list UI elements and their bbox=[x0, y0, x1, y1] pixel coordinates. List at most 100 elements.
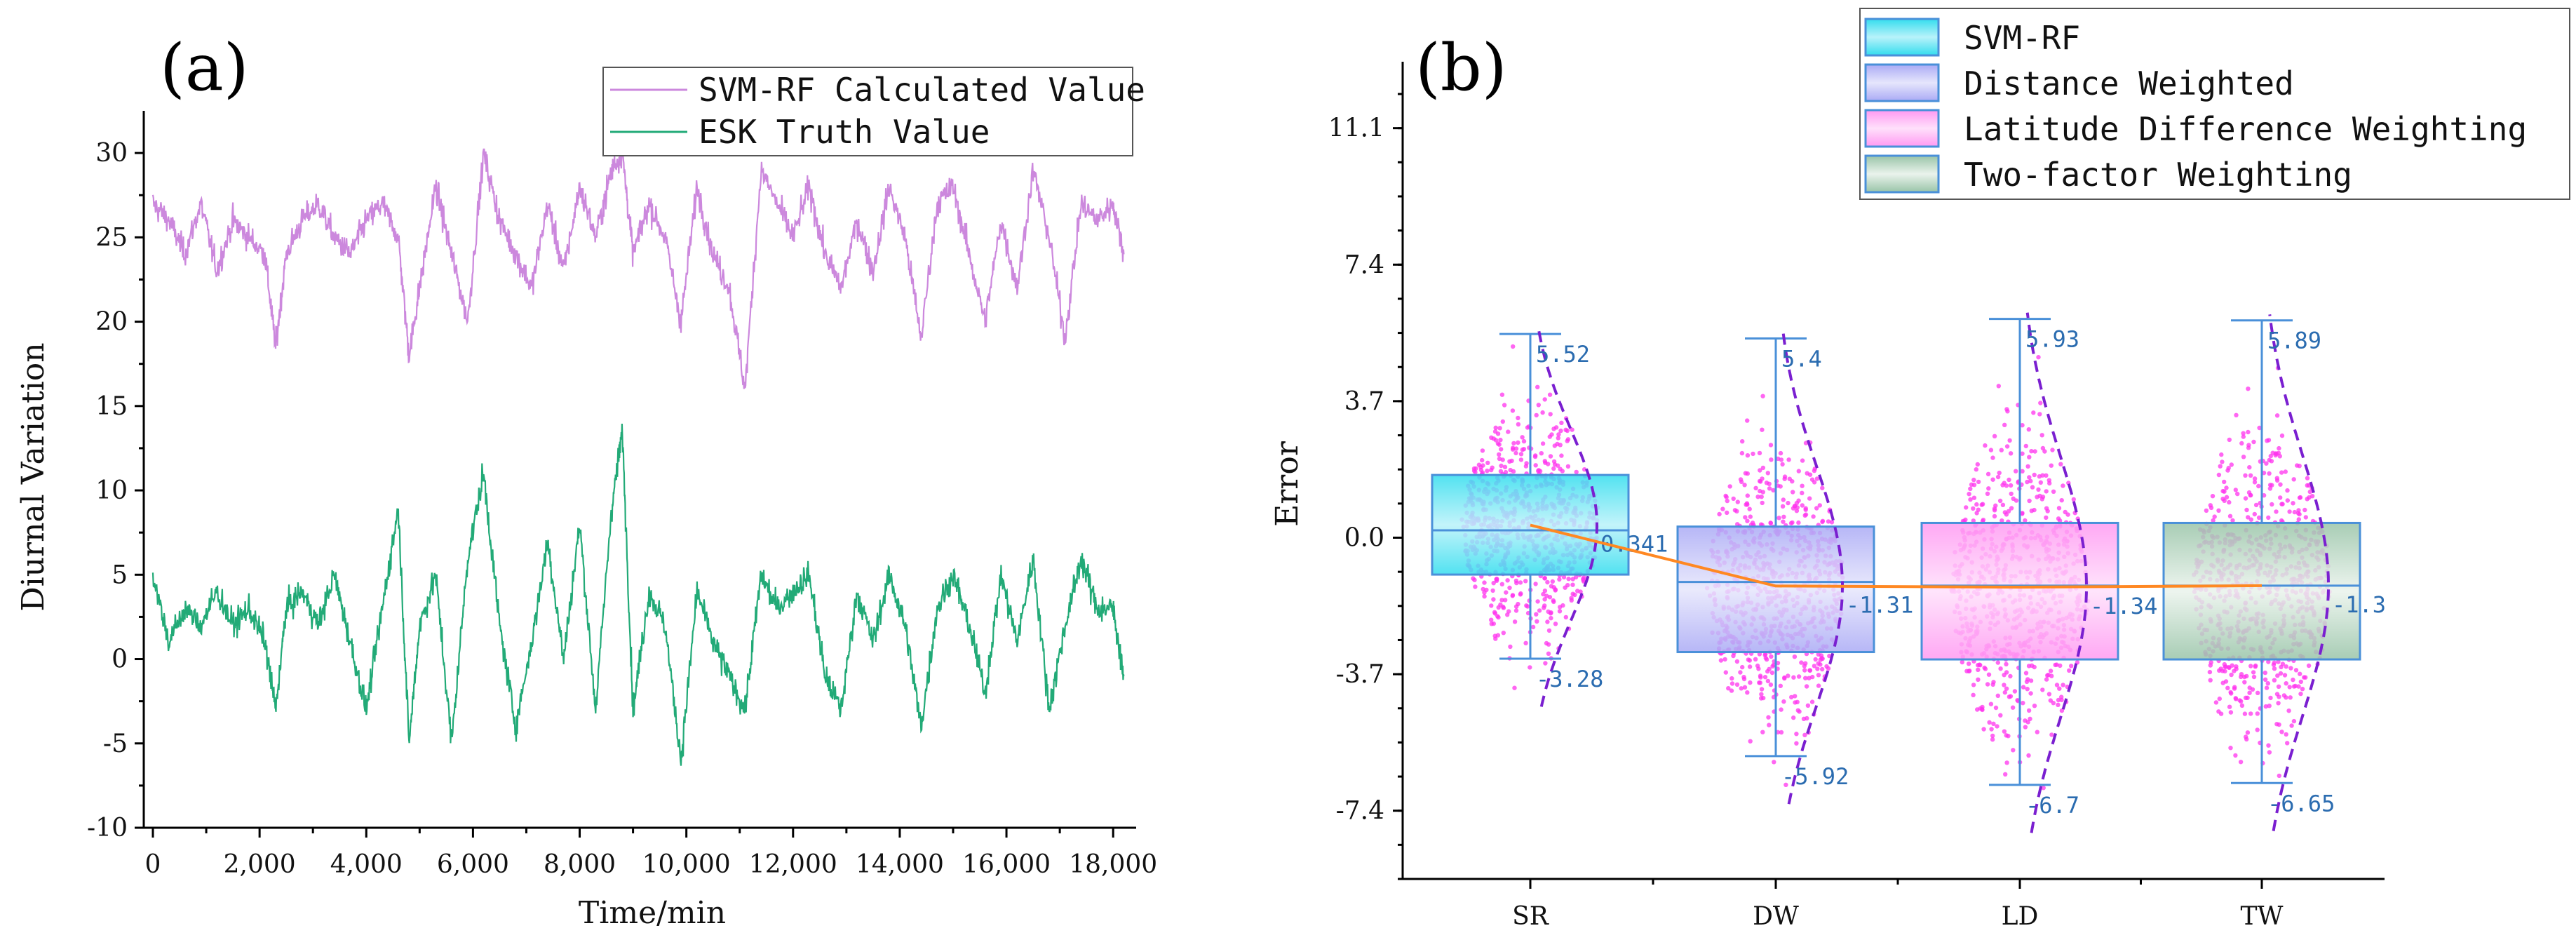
jitter-point bbox=[1501, 631, 1506, 636]
jitter-point bbox=[1521, 438, 1527, 444]
jitter-point bbox=[2023, 725, 2028, 730]
jitter-point bbox=[2255, 690, 2260, 695]
jitter-point bbox=[2051, 489, 2056, 494]
label-whisker-high-tw: 5.89 bbox=[2267, 328, 2321, 354]
jitter-point bbox=[1557, 577, 1562, 582]
jitter-point bbox=[1989, 727, 1994, 732]
jitter-point bbox=[1495, 633, 1501, 638]
jitter-point bbox=[2037, 474, 2042, 479]
jitter-point bbox=[2298, 671, 2302, 676]
jitter-point bbox=[1767, 666, 1772, 671]
jitter-point bbox=[2057, 686, 2062, 691]
jitter-point bbox=[1497, 442, 1502, 447]
jitter-point bbox=[1772, 760, 1776, 765]
jitter-point bbox=[1816, 683, 1821, 688]
jitter-point bbox=[1829, 520, 1835, 525]
jitter-point bbox=[2279, 730, 2284, 734]
jitter-point bbox=[1800, 503, 1805, 508]
jitter-point bbox=[2216, 709, 2221, 714]
label-whisker-high-dw: 5.4 bbox=[1781, 345, 1822, 372]
jitter-point bbox=[2028, 478, 2033, 483]
jitter-point bbox=[1723, 670, 1728, 675]
jitter-point bbox=[1971, 506, 1976, 511]
jitter-point bbox=[2042, 449, 2047, 454]
jitter-point bbox=[2035, 730, 2039, 734]
jitter-point bbox=[2251, 439, 2256, 445]
jitter-point bbox=[1553, 622, 1558, 626]
jitter-point bbox=[2028, 716, 2032, 721]
jitter-point bbox=[2246, 515, 2251, 520]
jitter-point bbox=[2272, 678, 2277, 683]
jitter-point bbox=[1499, 392, 1505, 397]
jitter-point bbox=[2253, 663, 2258, 669]
label-whisker-low-dw: -5.92 bbox=[1781, 763, 1849, 790]
jitter-point bbox=[1807, 472, 1813, 477]
jitter-point bbox=[2007, 694, 2012, 699]
jitter-point bbox=[2048, 698, 2053, 703]
panel-b-y-ticks: -7.4 -3.7 0.0 3.7 7.4 11.1 bbox=[1328, 93, 1403, 880]
jitter-point bbox=[1800, 483, 1805, 488]
jitter-point bbox=[1760, 465, 1766, 471]
legend-swatch-svm-rf-box bbox=[1864, 18, 1940, 57]
jitter-point bbox=[1988, 448, 1994, 452]
jitter-point bbox=[2208, 678, 2213, 683]
jitter-point bbox=[2044, 473, 2049, 478]
jitter-point bbox=[1805, 703, 1811, 708]
jitter-point bbox=[1536, 403, 1541, 408]
jitter-point bbox=[2056, 697, 2061, 703]
jitter-point bbox=[2255, 727, 2260, 732]
jitter-point bbox=[1501, 605, 1506, 610]
jitter-point bbox=[2256, 515, 2262, 520]
jitter-point bbox=[1992, 434, 1997, 438]
jitter-point bbox=[2264, 685, 2270, 690]
jitter-point bbox=[1769, 670, 1775, 676]
jitter-point bbox=[1998, 713, 2003, 718]
jitter-point bbox=[2278, 671, 2284, 676]
jitter-point bbox=[1791, 490, 1795, 495]
jitter-point bbox=[2046, 692, 2052, 697]
jitter-point bbox=[1735, 499, 1740, 504]
jitter-point bbox=[1748, 739, 1753, 744]
jitter-point bbox=[1535, 599, 1540, 604]
jitter-point bbox=[1485, 460, 1490, 465]
jitter-point bbox=[1729, 688, 1734, 693]
jitter-point bbox=[1542, 597, 1547, 602]
jitter-point bbox=[2000, 502, 2006, 507]
jitter-point bbox=[2251, 674, 2257, 680]
jitter-point bbox=[1757, 450, 1762, 456]
jitter-point bbox=[2054, 662, 2059, 667]
jitter-point bbox=[1781, 497, 1786, 502]
jitter-point bbox=[2296, 517, 2301, 522]
jitter-point bbox=[1802, 668, 1807, 673]
jitter-point bbox=[2239, 703, 2245, 708]
jitter-point bbox=[1990, 733, 1995, 739]
jitter-point bbox=[1532, 454, 1538, 459]
jitter-point bbox=[1767, 486, 1772, 491]
panel-a-x-tick-label: 18,000 bbox=[1069, 850, 1157, 879]
jitter-point bbox=[2220, 459, 2225, 464]
jitter-point bbox=[1499, 582, 1504, 586]
panel-b-y-axis-title: Error bbox=[1269, 441, 1305, 527]
jitter-point bbox=[1759, 495, 1764, 499]
jitter-point bbox=[1776, 516, 1781, 520]
box-dw: 5.4 -5.92 -1.31 bbox=[1676, 331, 1913, 805]
jitter-point bbox=[2063, 509, 2068, 515]
panel-b-x-ticks: SR DW LD TW bbox=[1512, 879, 2284, 931]
jitter-point bbox=[1506, 429, 1511, 434]
jitter-point bbox=[2279, 664, 2284, 670]
jitter-point bbox=[1530, 624, 1536, 630]
jitter-point bbox=[2241, 431, 2246, 436]
jitter-point bbox=[2026, 708, 2032, 713]
jitter-point bbox=[1802, 732, 1807, 738]
jitter-point bbox=[1525, 425, 1530, 430]
jitter-point bbox=[2264, 461, 2269, 466]
jitter-point bbox=[1558, 605, 1563, 610]
jitter-point bbox=[2208, 663, 2213, 668]
jitter-point bbox=[2028, 678, 2034, 683]
jitter-point bbox=[1991, 721, 1996, 727]
box-ld: 5.93 -6.7 -1.34 bbox=[1920, 312, 2157, 833]
jitter-point bbox=[1983, 666, 1988, 671]
jitter-point bbox=[1985, 682, 1990, 687]
jitter-point bbox=[2025, 479, 2030, 485]
jitter-point bbox=[2026, 427, 2031, 432]
